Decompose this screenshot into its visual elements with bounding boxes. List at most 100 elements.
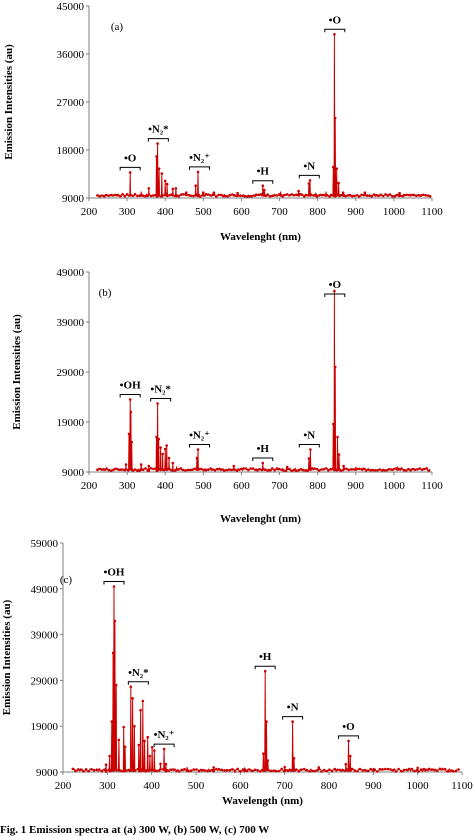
x-tick-label: 900 xyxy=(348,480,365,492)
data-point xyxy=(297,189,300,193)
data-point xyxy=(309,448,312,451)
data-point xyxy=(305,193,308,197)
data-point xyxy=(341,194,345,197)
annotation-bracket xyxy=(119,166,141,171)
x-tick-label: 900 xyxy=(348,206,365,218)
annotation-bracket xyxy=(127,681,149,685)
data-point xyxy=(207,193,210,196)
data-point xyxy=(271,194,274,198)
annotation-bracket xyxy=(189,444,211,448)
data-point xyxy=(104,770,108,773)
data-point xyxy=(317,767,321,771)
data-point xyxy=(165,182,169,186)
data-point xyxy=(191,468,194,472)
data-point xyxy=(280,468,283,472)
data-point xyxy=(228,193,232,197)
annotation-label: •N₂* xyxy=(150,384,171,396)
data-point xyxy=(405,193,409,197)
data-point xyxy=(237,468,241,472)
figure-caption: Fig. 1 Emission spectra at (a) 300 W, (b… xyxy=(0,824,270,836)
data-point xyxy=(337,453,341,456)
data-point xyxy=(425,768,428,771)
data-point xyxy=(197,769,201,773)
data-point xyxy=(104,763,108,766)
annotation-label: •OH xyxy=(103,567,124,579)
data-point xyxy=(133,724,136,728)
data-point xyxy=(333,289,336,293)
data-point xyxy=(112,194,115,197)
data-point xyxy=(228,769,231,772)
data-point xyxy=(141,699,145,703)
data-point xyxy=(225,468,228,472)
data-point xyxy=(311,467,314,470)
data-point xyxy=(415,194,418,197)
data-point xyxy=(164,762,168,766)
data-point xyxy=(144,467,147,470)
x-tick-label: 1100 xyxy=(421,480,443,492)
x-tick-label: 1100 xyxy=(421,206,443,218)
data-point xyxy=(330,769,334,773)
data-point xyxy=(155,435,158,439)
data-point xyxy=(376,770,379,773)
data-point xyxy=(285,193,289,196)
data-point xyxy=(112,468,115,472)
data-point xyxy=(236,191,239,195)
data-point xyxy=(269,769,273,773)
data-point xyxy=(389,768,392,771)
data-point xyxy=(297,468,300,472)
data-point xyxy=(217,193,220,197)
x-tick-label: 900 xyxy=(365,780,382,792)
data-point xyxy=(397,467,401,471)
data-point xyxy=(441,767,444,771)
data-point xyxy=(325,194,329,197)
data-point xyxy=(357,195,361,198)
data-point xyxy=(224,194,227,198)
y-tick-label: 27000 xyxy=(57,97,85,109)
data-point xyxy=(243,194,247,198)
data-point xyxy=(215,195,218,198)
data-point xyxy=(121,468,124,471)
data-point xyxy=(266,759,270,762)
data-point xyxy=(346,194,350,197)
data-point xyxy=(309,193,313,196)
panel-a: 200 300 400 500 600 700 800 900 1000 1100 9000 1800… xyxy=(3,1,443,243)
data-point xyxy=(87,769,90,773)
data-point xyxy=(146,735,149,739)
x-tick-label: 400 xyxy=(157,480,174,492)
x-tick-label: 300 xyxy=(99,780,116,792)
y-tick-label: 19000 xyxy=(31,721,59,733)
annotation-bracket xyxy=(324,28,346,33)
data-point xyxy=(422,767,426,771)
data-point xyxy=(338,768,342,772)
data-point xyxy=(76,768,80,771)
data-point xyxy=(130,440,133,444)
data-point xyxy=(425,467,429,470)
data-point xyxy=(169,768,173,772)
y-tick-label: 59000 xyxy=(31,538,59,550)
data-point xyxy=(307,457,311,460)
data-point xyxy=(212,770,215,773)
data-point xyxy=(403,193,407,197)
data-point xyxy=(273,468,276,472)
data-point xyxy=(212,766,215,769)
data-point xyxy=(310,769,314,773)
data-point xyxy=(292,194,296,197)
data-point xyxy=(288,467,291,471)
annotation-bracket xyxy=(298,174,320,179)
data-point xyxy=(418,467,422,470)
data-point xyxy=(262,752,265,755)
data-point xyxy=(102,468,106,471)
annotation-label: •O xyxy=(124,152,137,164)
data-point xyxy=(419,768,423,771)
data-point xyxy=(220,768,223,772)
data-point xyxy=(241,194,244,198)
data-point xyxy=(136,767,140,771)
data-point xyxy=(196,170,200,174)
data-point xyxy=(376,469,379,472)
data-point xyxy=(149,194,153,198)
data-point xyxy=(353,194,356,198)
data-point xyxy=(266,193,270,196)
data-point xyxy=(251,467,255,470)
data-point xyxy=(402,768,406,772)
y-axis-label: Emission Intensities (au) xyxy=(3,44,15,160)
